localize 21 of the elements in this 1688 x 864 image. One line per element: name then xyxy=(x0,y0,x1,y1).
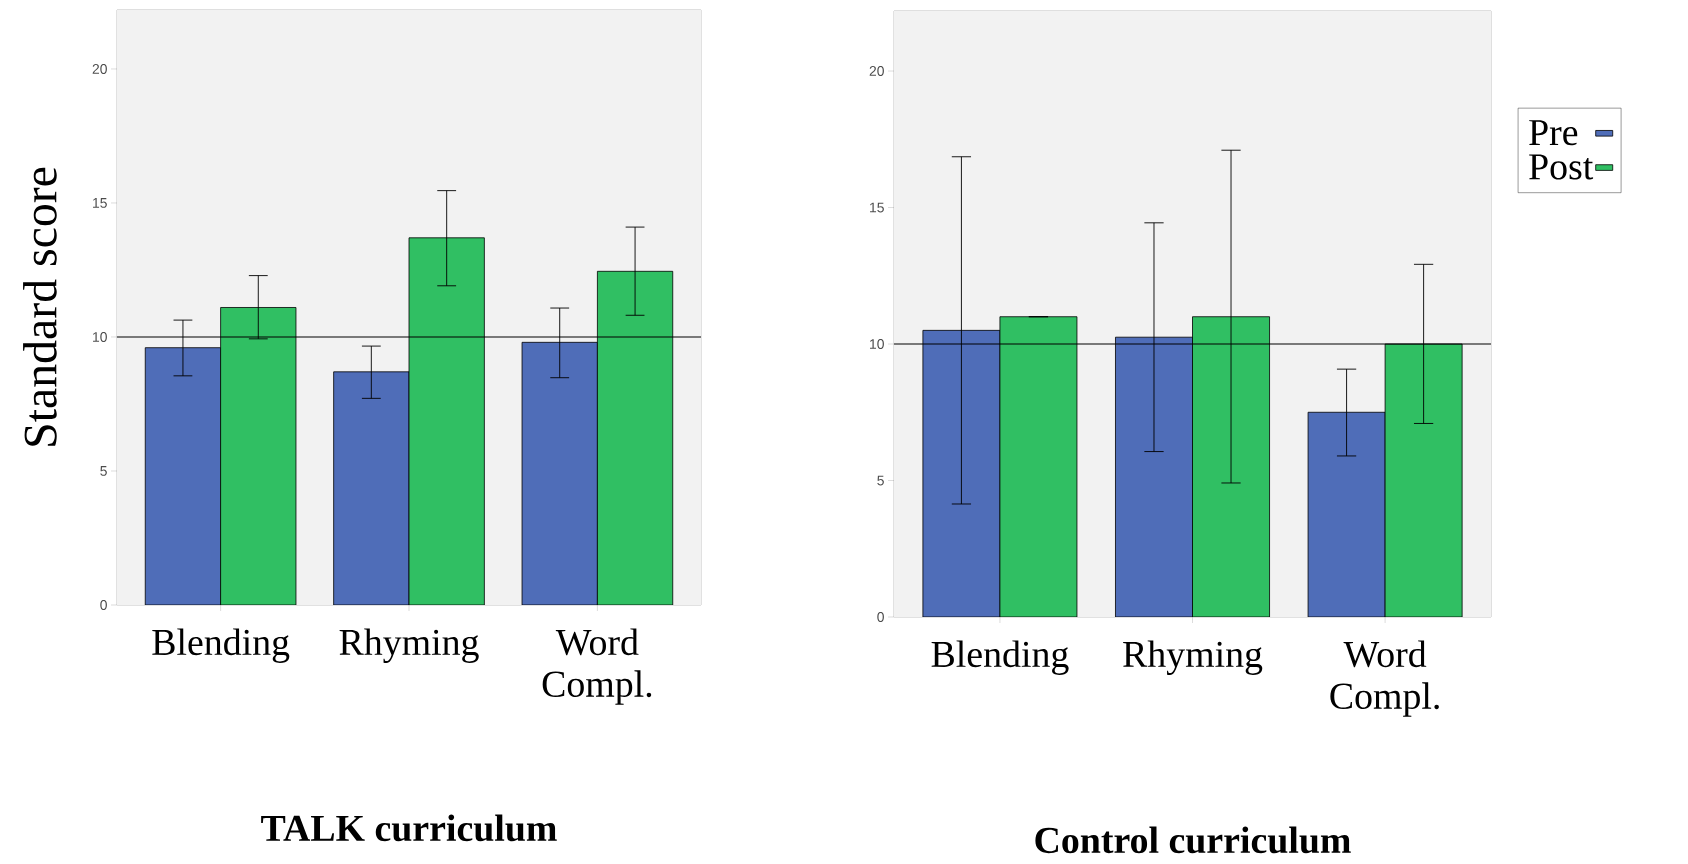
legend-label: Post xyxy=(1529,154,1594,180)
y-tick-label: 10 xyxy=(93,332,107,342)
x-tick-label: Word Compl. xyxy=(542,628,652,705)
x-tick-label: Rhyming xyxy=(1123,640,1263,675)
y-tick-label: 15 xyxy=(870,202,884,213)
y-tick-label: 10 xyxy=(870,339,884,349)
x-tick-label: Rhyming xyxy=(339,628,479,663)
text: Control curriculum xyxy=(1035,826,1351,854)
y-tick-label: 15 xyxy=(93,198,107,208)
y-tick-label: 5 xyxy=(100,466,107,476)
x-tick-label: Word Compl. xyxy=(1330,640,1439,717)
y-tick-label: 20 xyxy=(869,66,884,76)
x-tick-label: Blending xyxy=(152,628,290,663)
x-tick-label: Blending xyxy=(931,640,1069,675)
text: TALK curriculum xyxy=(261,814,557,842)
y-tick-label: 0 xyxy=(877,612,884,622)
y-tick-label: 5 xyxy=(877,475,884,486)
legend-label: Pre xyxy=(1529,120,1578,146)
y-tick-label: 20 xyxy=(92,64,107,74)
y-axis-title: Standard score xyxy=(23,167,57,446)
y-tick-label: 0 xyxy=(100,600,107,610)
